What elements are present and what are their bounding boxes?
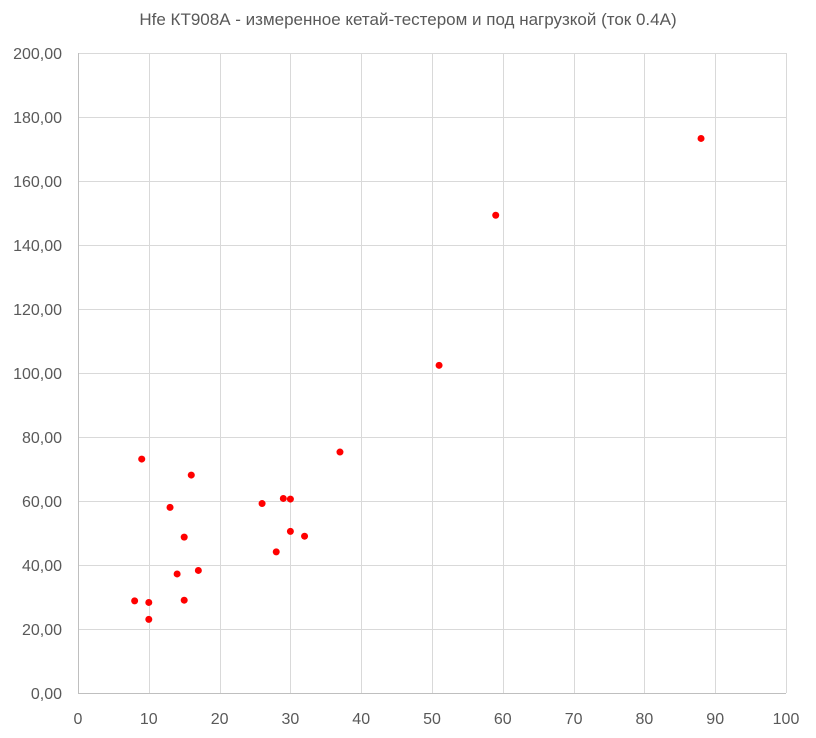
y-tick-label: 40,00 — [22, 558, 62, 575]
data-point — [336, 448, 344, 456]
y-tick-label: 200,00 — [13, 46, 62, 63]
data-point — [187, 471, 195, 479]
data-point — [145, 598, 153, 606]
data-point — [173, 570, 181, 578]
data-point — [279, 494, 287, 502]
data-points — [131, 134, 705, 623]
data-point — [180, 533, 188, 541]
x-tick-label: 90 — [706, 711, 724, 728]
x-tick-label: 40 — [352, 711, 370, 728]
data-point — [286, 527, 294, 535]
x-tick-label: 30 — [282, 711, 300, 728]
data-point — [492, 211, 500, 219]
x-tick-label: 100 — [773, 711, 800, 728]
data-point — [301, 532, 309, 540]
data-point — [272, 548, 280, 556]
data-point — [697, 134, 705, 142]
y-tick-label: 80,00 — [22, 430, 62, 447]
y-tick-label: 60,00 — [22, 494, 62, 511]
vertical-gridlines — [149, 53, 787, 693]
y-tick-label: 20,00 — [22, 622, 62, 639]
y-tick-label: 0,00 — [31, 686, 62, 703]
x-tick-label: 60 — [494, 711, 512, 728]
x-tick-label: 50 — [423, 711, 441, 728]
x-tick-label: 10 — [140, 711, 158, 728]
data-point — [180, 596, 188, 604]
data-point — [145, 615, 153, 623]
axis-lines — [78, 53, 786, 694]
x-axis-tick-labels: 0 10 20 30 40 50 60 70 80 90 100 — [74, 711, 800, 728]
data-point — [258, 500, 266, 508]
x-tick-label: 0 — [74, 711, 83, 728]
y-tick-label: 160,00 — [13, 174, 62, 191]
data-point — [194, 566, 202, 574]
data-point — [286, 495, 294, 503]
x-tick-label: 20 — [211, 711, 229, 728]
data-point — [435, 361, 443, 369]
y-tick-label: 100,00 — [13, 366, 62, 383]
x-tick-label: 80 — [636, 711, 654, 728]
chart-title: Hfe КТ908А - измеренное кетай-тестером и… — [139, 10, 677, 29]
y-tick-label: 140,00 — [13, 238, 62, 255]
y-axis-tick-labels: 0,00 20,00 40,00 60,00 80,00 100,00 120,00 140,… — [13, 46, 62, 703]
y-tick-label: 180,00 — [13, 110, 62, 127]
data-point — [138, 455, 146, 463]
data-point — [166, 503, 174, 511]
data-point — [131, 597, 139, 605]
x-tick-label: 70 — [565, 711, 583, 728]
y-tick-label: 120,00 — [13, 302, 62, 319]
